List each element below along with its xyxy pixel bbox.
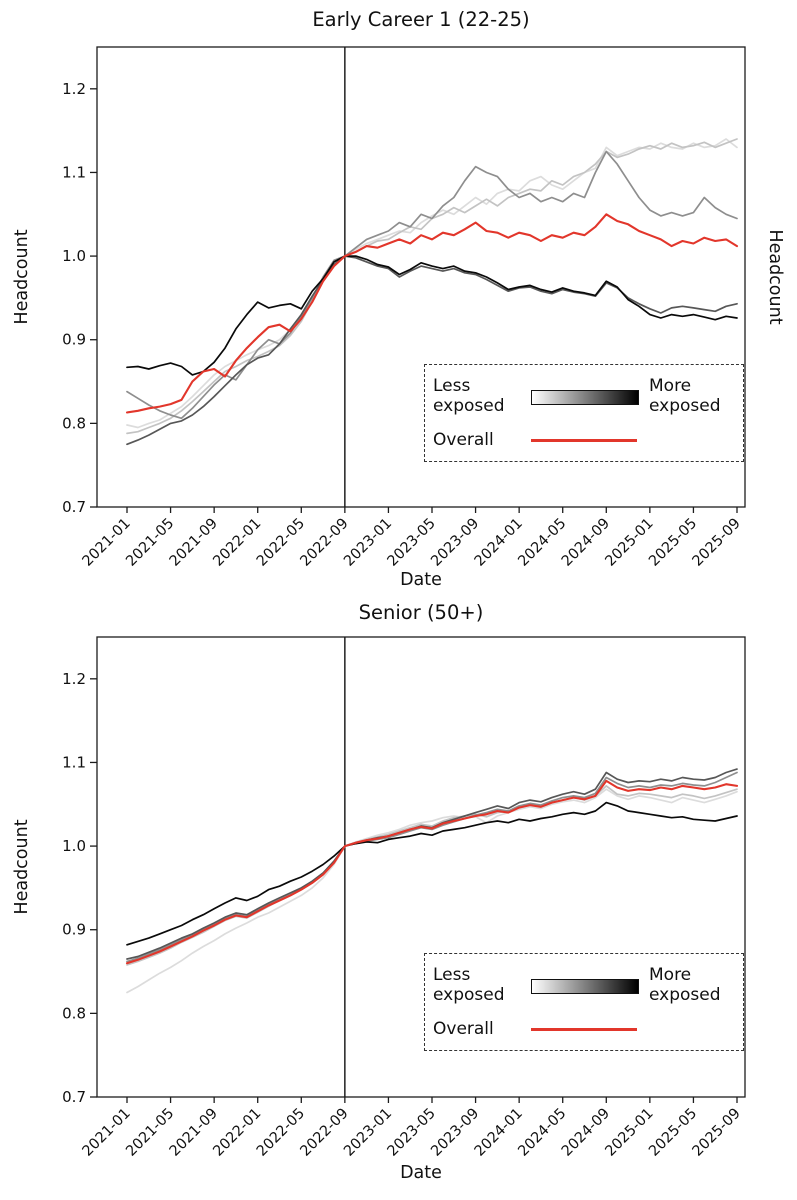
legend-overall-label: Overall — [433, 1018, 494, 1039]
y-axis-label: Headcount — [12, 229, 32, 325]
exposure-gradient-swatch — [531, 978, 639, 994]
overall-line-swatch — [531, 1028, 637, 1031]
chart-title: Senior (50+) — [358, 601, 484, 624]
legend: Less exposed More exposed Overall — [424, 364, 744, 462]
series-quintile-1-least-exposed — [126, 788, 738, 994]
plot-area-early-career: 0.70.80.91.01.11.22021-012021-052021-092… — [62, 46, 746, 570]
legend-more-line2: exposed — [649, 396, 721, 417]
y-tick-label: 1.1 — [62, 753, 86, 771]
y-tick-label: 1.2 — [62, 670, 86, 688]
chart-title: Early Career 1 (22-25) — [312, 8, 530, 31]
plot-border — [96, 636, 746, 1098]
y-axis-label: Headcount — [12, 819, 32, 915]
legend-more-line1: More — [649, 376, 692, 397]
legend-less-line2: exposed — [433, 396, 505, 417]
y-tick-label: 0.7 — [62, 1088, 86, 1106]
y-tick-label: 1.1 — [62, 163, 86, 181]
exposure-gradient-swatch — [531, 389, 639, 405]
legend-less-label: Less exposed — [433, 377, 523, 416]
x-tick-label: 2025-09 — [690, 516, 744, 570]
x-axis-label: Date — [400, 1163, 442, 1183]
legend: Less exposed More exposed Overall — [424, 953, 744, 1051]
y-tick-label: 0.9 — [62, 331, 86, 349]
series-quintile-4 — [126, 255, 738, 446]
series-quintile-5-most-exposed — [126, 255, 738, 376]
legend-less-line1: Less — [433, 965, 471, 986]
legend-more-label: More exposed — [649, 966, 735, 1005]
plot-area-senior: 0.70.80.91.01.11.22021-012021-052021-092… — [62, 636, 746, 1160]
legend-more-line1: More — [649, 965, 692, 986]
series-quintile-5-most-exposed — [126, 801, 738, 946]
y-tick-label: 0.8 — [62, 414, 86, 432]
y-tick-label: 1.2 — [62, 80, 86, 98]
x-tick-label: 2025-09 — [690, 1106, 744, 1160]
legend-more-label: More exposed — [649, 377, 735, 416]
legend-more-line2: exposed — [649, 985, 721, 1006]
y-axis-label-right: Headcount — [765, 229, 785, 325]
y-tick-label: 0.7 — [62, 498, 86, 516]
series-quintile-3 — [126, 771, 738, 963]
series-overall — [125, 213, 739, 414]
legend-less-line2: exposed — [433, 985, 505, 1006]
plot-border — [96, 46, 746, 508]
legend-less-label: Less exposed — [433, 966, 523, 1005]
overall-line-swatch — [531, 439, 637, 442]
series-overall — [125, 779, 739, 965]
legend-less-line1: Less — [433, 376, 471, 397]
y-tick-label: 1.0 — [62, 247, 86, 265]
y-tick-label: 0.8 — [62, 1004, 86, 1022]
series-quintile-1-least-exposed — [126, 138, 738, 429]
series-quintile-3 — [126, 150, 738, 420]
legend-overall-label: Overall — [433, 429, 494, 450]
y-tick-label: 0.9 — [62, 921, 86, 939]
y-tick-label: 1.0 — [62, 837, 86, 855]
x-axis-label: Date — [400, 570, 442, 590]
